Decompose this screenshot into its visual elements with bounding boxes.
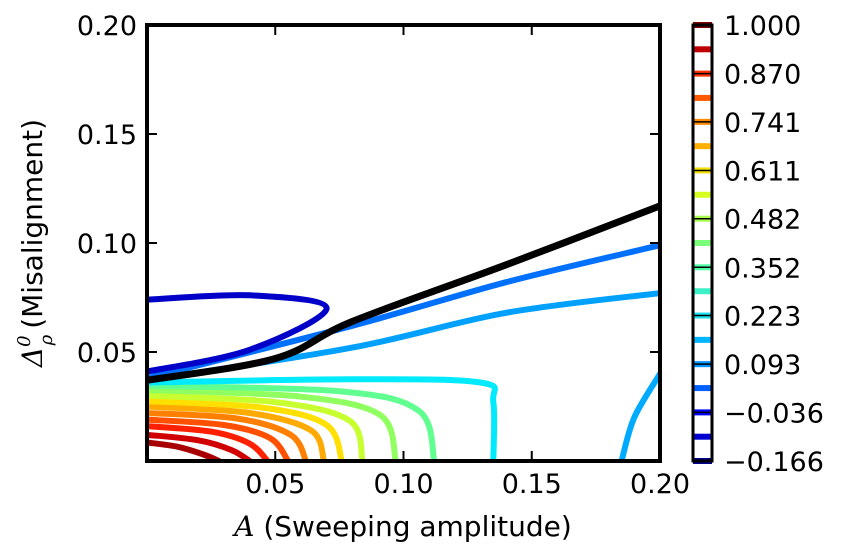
colorbar-tick-label: 0.482: [724, 205, 801, 236]
colorbar-level-band: [693, 433, 712, 440]
colorbar-tick-label: 0.611: [724, 156, 801, 187]
colorbar-tick-label: 0.093: [724, 350, 801, 381]
contour-line-5: [147, 403, 327, 461]
contour-line-9: [147, 382, 438, 461]
x-tick-label: 0.10: [373, 469, 433, 500]
colorbar-level-band: [693, 191, 712, 198]
contour-line-4: [147, 410, 309, 461]
contour-lines: [147, 202, 660, 461]
colorbar-tick-label: 0.223: [724, 302, 801, 333]
y-axis: 0.05 0.10 0.15 0.20: [77, 11, 660, 369]
colorbar-level-band: [693, 46, 712, 53]
colorbar-ticks: 1.000 0.870 0.741 0.611 0.482 0.352 0.223 0.093…: [693, 11, 824, 478]
contour-line-8: [147, 387, 399, 461]
contour-line-1: [147, 431, 253, 461]
x-tick-label: 0.20: [630, 469, 690, 500]
contour-line-15: [147, 292, 330, 375]
colorbar-level-band: [693, 288, 712, 295]
colorbar-level-band: [693, 336, 712, 343]
colorbar-frame: [691, 23, 714, 463]
colorbar-tick-label: 0.870: [724, 60, 801, 91]
colorbar-tick-label: −0.166: [724, 447, 824, 478]
colorbar-tick-label: 0.741: [724, 108, 801, 139]
x-tick-label: 0.15: [502, 469, 562, 500]
y-tick-label: 0.10: [77, 229, 137, 260]
x-tick-label: 0.05: [245, 469, 305, 500]
colorbar-level-band: [693, 385, 712, 392]
contour-line-11: [618, 370, 660, 461]
colorbar: 1.000 0.870 0.741 0.611 0.482 0.352 0.223 0.093…: [691, 11, 824, 478]
colorbar-level-band: [693, 94, 712, 101]
y-tick-label: 0.15: [77, 120, 137, 151]
colorbar-tick-label: 0.352: [724, 253, 801, 284]
y-tick-label: 0.05: [77, 338, 137, 369]
colorbar-tick-label: 1.000: [724, 11, 801, 42]
colorbar-level-band: [693, 240, 712, 246]
contour-line-14: [147, 202, 660, 384]
y-tick-label: 0.20: [77, 11, 137, 42]
colorbar-tick-label: −0.036: [724, 398, 824, 429]
x-axis-title: A (Sweeping amplitude): [231, 510, 572, 543]
contour-line-0: [147, 439, 222, 461]
contour-line-6: [147, 398, 345, 461]
contour-line-10: [147, 376, 498, 461]
y-axis-title: Δ0ρ(Misalignment): [14, 119, 57, 368]
colorbar-level-band: [693, 143, 712, 150]
x-axis: 0.05 0.10 0.15 0.20: [245, 25, 690, 500]
contour-line-7: [147, 392, 366, 461]
contour-line-2: [147, 423, 271, 461]
contour-line-3: [147, 416, 292, 461]
